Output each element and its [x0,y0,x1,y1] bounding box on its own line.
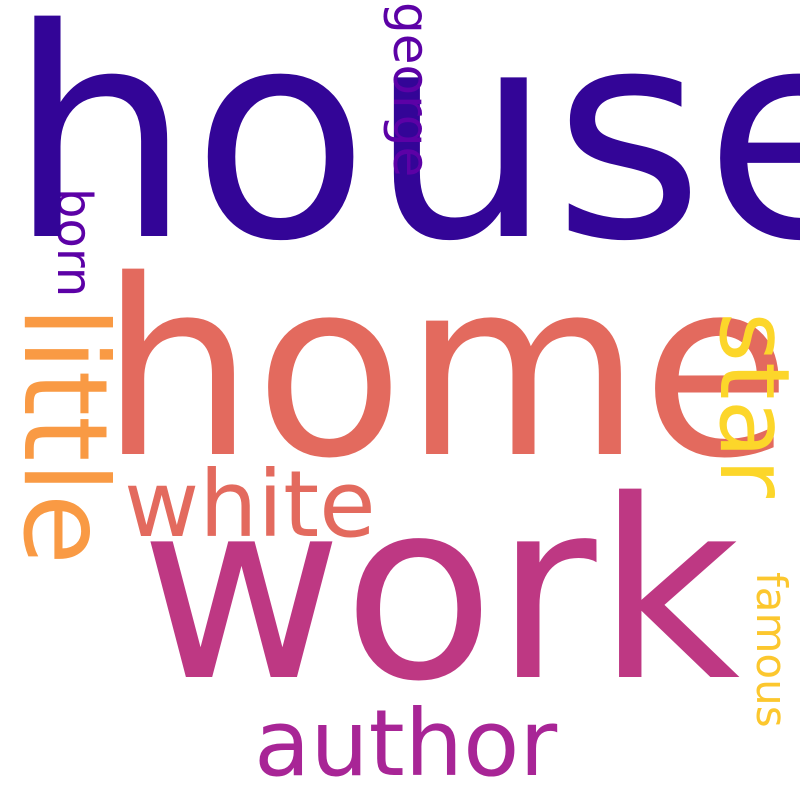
word-famous: famous [747,572,796,728]
word-star: star [698,312,800,498]
word-george: george [382,2,440,178]
word-home: home [100,228,792,512]
word-house: house [8,0,800,305]
word-work: work [140,448,741,736]
word-white: white [124,451,376,558]
word-author: author [254,690,558,797]
